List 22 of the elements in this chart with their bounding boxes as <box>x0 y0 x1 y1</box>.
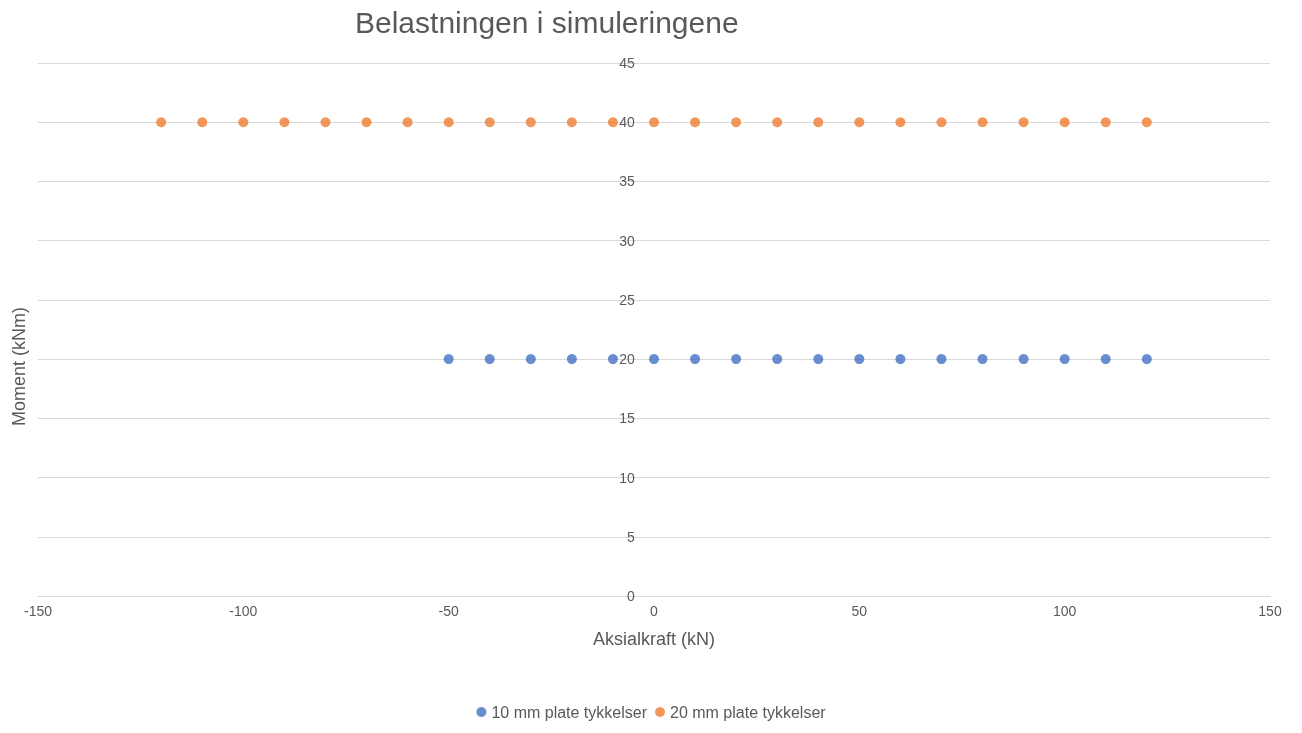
x-tick-label: -50 <box>438 603 459 619</box>
x-axis-title: Aksialkraft (kN) <box>592 629 716 649</box>
legend-label: 10 mm plate tykkelser <box>491 703 648 721</box>
x-tick-label: 50 <box>851 603 868 619</box>
y-tick-label: 15 <box>619 410 635 427</box>
y-tick-label: 40 <box>619 114 635 131</box>
y-tick-label: 0 <box>626 588 635 604</box>
y-axis-title: Moment (kNm) <box>9 306 29 426</box>
y-tick-label: 35 <box>619 173 635 190</box>
y-tick-label: 30 <box>619 232 635 249</box>
y-tick-label: 20 <box>619 351 635 368</box>
x-tick-label: 0 <box>650 603 659 619</box>
y-tick-label: 10 <box>619 469 635 486</box>
x-tick-label: -150 <box>23 603 53 619</box>
x-tick-label: 150 <box>1258 603 1282 619</box>
x-tick-label: -100 <box>229 603 258 619</box>
y-tick-label: 45 <box>619 55 635 71</box>
y-tick-label: 5 <box>626 528 635 545</box>
x-tick-label: 100 <box>1052 603 1077 619</box>
y-tick-label: 25 <box>619 291 635 308</box>
legend-label: 20 mm plate tykkelser <box>670 703 827 721</box>
chart-title: Belastningen i simuleringene <box>355 5 739 39</box>
